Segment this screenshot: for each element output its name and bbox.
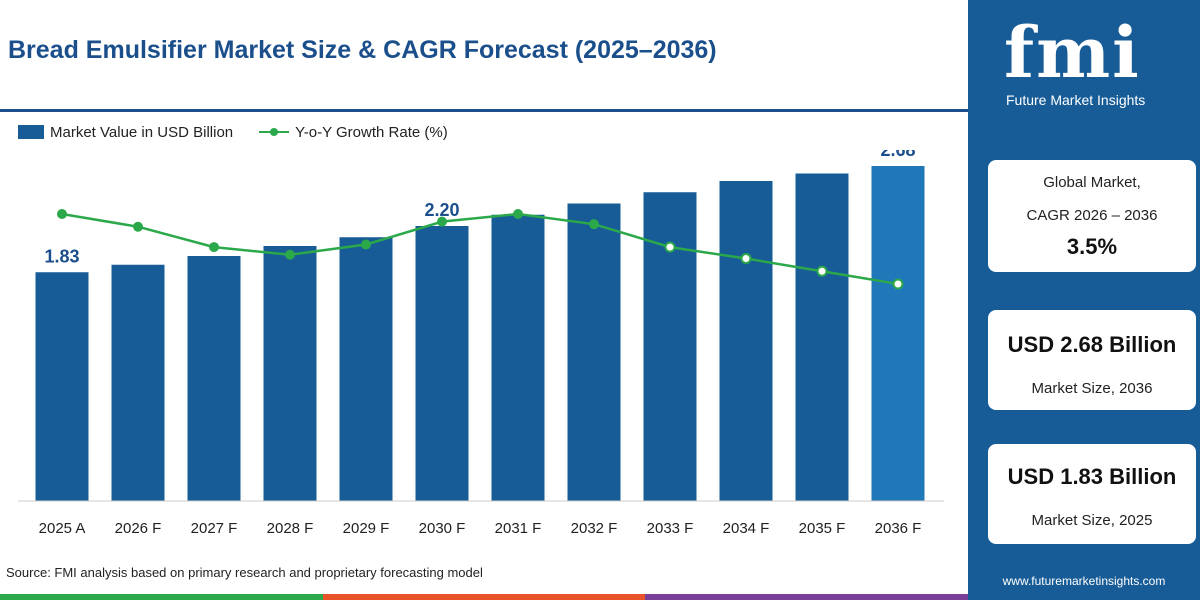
market-size-2036-value: USD 2.68 Billion <box>1007 332 1177 357</box>
x-tick-label: 2028 F <box>267 520 314 537</box>
growth-rate-point <box>57 209 67 219</box>
website-url[interactable]: www.futuremarketinsights.com <box>1002 574 1166 588</box>
bar-2025-a <box>35 272 89 501</box>
market-size-2025-card: USD 1.83 Billion Market Size, 2025 <box>988 444 1196 544</box>
growth-rate-point <box>209 242 219 253</box>
cagr-label-line2: CAGR 2026 – 2036 <box>1026 207 1158 224</box>
page-title: Bread Emulsifier Market Size & CAGR Fore… <box>8 36 717 64</box>
legend-line-label: Y-o-Y Growth Rate (%) <box>295 123 448 141</box>
bar-data-label: 2.68 <box>880 150 915 160</box>
x-tick-label: 2029 F <box>343 520 390 537</box>
bar-2030-f <box>415 226 469 501</box>
bar-2031-f <box>491 214 545 501</box>
growth-rate-point <box>133 221 143 232</box>
strip-segment-purple <box>645 594 969 600</box>
cagr-value: 3.5% <box>1066 234 1118 259</box>
x-tick-label: 2034 F <box>723 520 770 537</box>
source-note: Source: FMI analysis based on primary re… <box>6 565 483 580</box>
legend-line-swatch <box>259 125 290 139</box>
bottom-color-strip <box>0 594 969 600</box>
growth-rate-point <box>740 253 752 265</box>
x-tick-label: 2027 F <box>191 520 238 537</box>
x-tick-label: 2035 F <box>799 520 846 537</box>
summary-sidebar: fmi Future Market Insights Global Market… <box>968 0 1200 600</box>
brand-name: Future Market Insights <box>1006 92 1146 108</box>
chart-legend: Market Value in USD Billion Y-o-Y Growth… <box>18 122 448 142</box>
bar-2034-f <box>719 181 773 501</box>
growth-rate-point <box>589 219 599 230</box>
growth-rate-point <box>437 216 447 227</box>
strip-segment-orange <box>322 594 646 600</box>
bar-2028-f <box>263 246 317 501</box>
bar-2035-f <box>795 173 849 501</box>
bar-2027-f <box>187 256 241 501</box>
growth-rate-point <box>892 278 904 290</box>
logo-wordmark: fmi <box>1004 11 1141 94</box>
growth-rate-point <box>513 209 523 219</box>
bar-2026-f <box>111 264 165 501</box>
growth-rate-point <box>664 241 676 253</box>
x-tick-label: 2026 F <box>115 520 162 537</box>
strip-segment-green <box>0 594 323 600</box>
bar-2036-f <box>871 166 925 501</box>
x-tick-label: 2033 F <box>647 520 694 537</box>
market-size-2036-label: Market Size, 2036 <box>1031 380 1153 397</box>
bar-2029-f <box>339 237 393 501</box>
x-tick-label: 2025 A <box>39 520 86 537</box>
growth-rate-line <box>61 212 899 286</box>
x-tick-label: 2031 F <box>495 520 542 537</box>
x-tick-label: 2036 F <box>875 520 922 537</box>
fmi-logo: fmi Future Market Insights <box>1004 14 1174 110</box>
x-tick-label: 2032 F <box>571 520 618 537</box>
cagr-label-line1: Global Market, <box>1043 174 1141 191</box>
title-divider <box>0 109 968 112</box>
market-size-2036-card: USD 2.68 Billion Market Size, 2036 <box>988 310 1196 410</box>
bar-2032-f <box>567 203 621 501</box>
market-size-2025-value: USD 1.83 Billion <box>1007 464 1177 489</box>
growth-rate-point <box>285 249 295 260</box>
chart-panel: Bread Emulsifier Market Size & CAGR Fore… <box>0 36 969 600</box>
legend-bar-swatch <box>18 125 44 139</box>
bar-data-label: 2.20 <box>424 200 459 220</box>
bar-data-label: 1.83 <box>44 246 79 266</box>
legend-bar-label: Market Value in USD Billion <box>50 123 234 141</box>
growth-rate-point <box>361 239 371 250</box>
bar-2033-f <box>643 192 697 501</box>
x-tick-label: 2030 F <box>419 520 466 537</box>
growth-rate-point <box>816 265 828 277</box>
cagr-card: Global Market, CAGR 2026 – 2036 3.5% <box>988 160 1196 272</box>
bar-line-chart: 1.83 2.20 2.68 2025 A 2026 F 2027 F 2028 F 2029… <box>18 150 944 537</box>
market-size-2025-label: Market Size, 2025 <box>1031 512 1153 529</box>
